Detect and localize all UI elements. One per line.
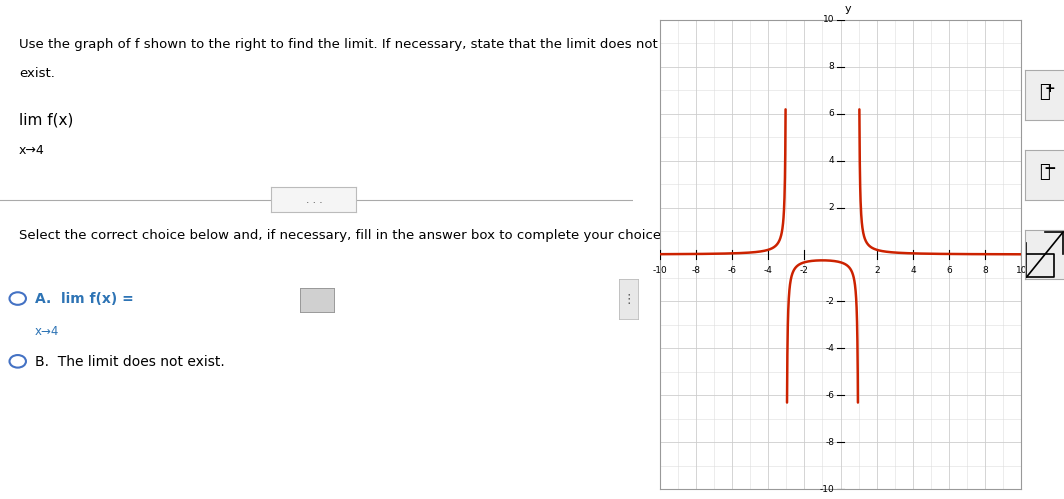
Text: x: x [1027, 239, 1034, 249]
Text: 6: 6 [829, 109, 834, 118]
Text: x→4: x→4 [35, 325, 60, 338]
Text: 2: 2 [829, 203, 834, 212]
Text: −: − [1044, 161, 1057, 176]
Text: -8: -8 [826, 438, 834, 447]
Text: ⋮: ⋮ [622, 293, 635, 306]
Text: 2: 2 [874, 266, 880, 275]
Text: -10: -10 [819, 485, 834, 494]
Text: 6: 6 [946, 266, 952, 275]
Text: B.  The limit does not exist.: B. The limit does not exist. [35, 355, 225, 369]
Text: -10: -10 [652, 266, 667, 275]
Text: A.  lim f(x) =: A. lim f(x) = [35, 292, 134, 306]
Text: 10: 10 [822, 15, 834, 24]
Text: -2: -2 [800, 266, 809, 275]
Text: exist.: exist. [19, 67, 55, 80]
Text: y: y [845, 4, 851, 14]
Text: 8: 8 [982, 266, 988, 275]
Text: Select the correct choice below and, if necessary, fill in the answer box to com: Select the correct choice below and, if … [19, 229, 665, 242]
Text: 🔍: 🔍 [1040, 83, 1050, 101]
Text: . . .: . . . [305, 195, 322, 205]
Text: 8: 8 [829, 62, 834, 71]
Text: -2: -2 [826, 297, 834, 306]
Text: x→4: x→4 [19, 144, 45, 157]
Text: 🔍: 🔍 [1040, 163, 1050, 181]
Text: 10: 10 [1016, 266, 1027, 275]
Text: +: + [1045, 82, 1055, 95]
Text: 4: 4 [829, 156, 834, 165]
Text: -8: -8 [692, 266, 700, 275]
Text: -6: -6 [826, 391, 834, 400]
Text: lim f(x): lim f(x) [19, 113, 73, 128]
Text: -6: -6 [728, 266, 736, 275]
Text: 4: 4 [910, 266, 916, 275]
Text: Use the graph of f shown to the right to find the limit. If necessary, state tha: Use the graph of f shown to the right to… [19, 38, 658, 51]
Text: -4: -4 [764, 266, 772, 275]
Text: -4: -4 [826, 344, 834, 353]
